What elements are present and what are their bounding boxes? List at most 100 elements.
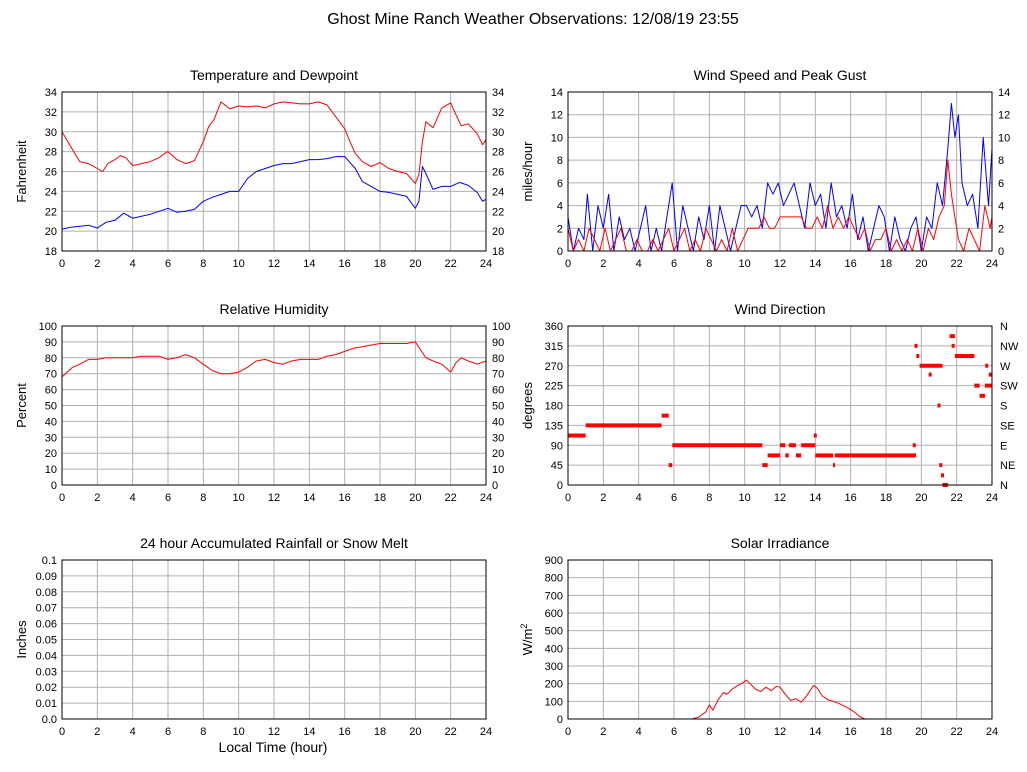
y-tick-label: 180 bbox=[545, 401, 563, 413]
x-tick-label: 14 bbox=[809, 492, 821, 504]
y-tick-label: 34 bbox=[45, 87, 57, 99]
y-tick-label: 0.02 bbox=[36, 682, 57, 694]
x-tick-label: 2 bbox=[600, 726, 606, 738]
chart-title: Wind Speed and Peak Gust bbox=[694, 67, 867, 83]
y-tick-label: 22 bbox=[45, 206, 57, 218]
y-tick-label: 0.05 bbox=[36, 635, 57, 647]
x-tick-label: 0 bbox=[59, 258, 65, 270]
right-y-tick-label: 32 bbox=[492, 107, 504, 119]
series-line-wind-speed bbox=[567, 159, 993, 252]
direction-segment bbox=[984, 383, 992, 388]
plot-frame bbox=[61, 559, 487, 720]
direction-point bbox=[914, 343, 918, 348]
y-tick-label: 4 bbox=[557, 201, 563, 213]
x-tick-label: 12 bbox=[268, 258, 280, 270]
x-tick-label: 12 bbox=[268, 492, 280, 504]
y-tick-label: 2 bbox=[557, 223, 563, 235]
direction-segment bbox=[568, 433, 586, 438]
chart-title: Relative Humidity bbox=[220, 301, 329, 317]
y-tick-label: 24 bbox=[45, 186, 57, 198]
x-tick-label: 18 bbox=[880, 492, 892, 504]
y-tick-label: 0.0 bbox=[42, 714, 57, 726]
right-y-tick-label: 26 bbox=[492, 167, 504, 179]
x-tick-label: 20 bbox=[915, 258, 927, 270]
x-tick-label: 0 bbox=[59, 492, 65, 504]
x-tick-label: 2 bbox=[94, 726, 100, 738]
x-tick-label: 16 bbox=[339, 258, 351, 270]
direction-point bbox=[941, 473, 945, 478]
right-y-tick-label: 10 bbox=[998, 132, 1010, 144]
y-axis-label: W/m2 bbox=[519, 624, 535, 656]
x-tick-label: 6 bbox=[165, 726, 171, 738]
x-tick-label: 8 bbox=[200, 492, 206, 504]
direction-segment bbox=[949, 334, 955, 339]
right-y-tick-label: 14 bbox=[998, 87, 1010, 99]
right-y-tick-label: 20 bbox=[492, 226, 504, 238]
y-tick-label: 900 bbox=[545, 555, 563, 567]
direction-point bbox=[928, 372, 932, 377]
direction-point bbox=[937, 403, 941, 408]
right-y-tick-label: 60 bbox=[492, 385, 504, 397]
y-tick-label: 0.04 bbox=[36, 650, 57, 662]
compass-label: N bbox=[1000, 321, 1008, 333]
plot-frame bbox=[567, 559, 993, 720]
direction-segment bbox=[919, 363, 943, 368]
y-tick-label: 30 bbox=[45, 127, 57, 139]
direction-segment bbox=[785, 453, 789, 458]
y-tick-label: 90 bbox=[45, 337, 57, 349]
series-line-peak-gust bbox=[567, 102, 993, 252]
right-y-tick-label: 80 bbox=[492, 353, 504, 365]
y-tick-label: 10 bbox=[551, 132, 563, 144]
x-tick-label: 22 bbox=[951, 492, 963, 504]
x-tick-label: 4 bbox=[130, 726, 136, 738]
x-tick-label: 12 bbox=[774, 492, 786, 504]
x-tick-label: 2 bbox=[600, 258, 606, 270]
right-y-tick-label: 2 bbox=[998, 223, 1004, 235]
direction-point bbox=[912, 443, 916, 448]
x-tick-label: 14 bbox=[303, 492, 315, 504]
direction-segment bbox=[834, 453, 917, 458]
right-y-tick-label: 0 bbox=[998, 246, 1004, 258]
y-tick-label: 270 bbox=[545, 361, 563, 373]
y-tick-label: 32 bbox=[45, 107, 57, 119]
x-tick-label: 22 bbox=[445, 492, 457, 504]
right-y-tick-label: 100 bbox=[492, 321, 510, 333]
compass-label: NE bbox=[1000, 460, 1015, 472]
x-tick-label: 10 bbox=[233, 492, 245, 504]
compass-label: SW bbox=[1000, 381, 1018, 393]
y-tick-label: 100 bbox=[545, 696, 563, 708]
y-tick-label: 20 bbox=[45, 226, 57, 238]
x-tick-label: 24 bbox=[480, 726, 492, 738]
right-y-tick-label: 12 bbox=[998, 110, 1010, 122]
y-tick-label: 12 bbox=[551, 110, 563, 122]
page-title: Ghost Mine Ranch Weather Observations: 1… bbox=[327, 11, 739, 28]
direction-point bbox=[939, 463, 943, 468]
y-tick-label: 700 bbox=[545, 590, 563, 602]
right-y-tick-label: 20 bbox=[492, 448, 504, 460]
series-line-relative-humidity bbox=[61, 341, 487, 378]
x-tick-label: 4 bbox=[636, 492, 642, 504]
x-tick-label: 0 bbox=[565, 492, 571, 504]
direction-point bbox=[988, 372, 992, 377]
direction-segment bbox=[979, 393, 985, 398]
y-tick-label: 400 bbox=[545, 643, 563, 655]
x-tick-label: 20 bbox=[409, 726, 421, 738]
x-tick-label: 6 bbox=[671, 258, 677, 270]
x-tick-label: 18 bbox=[880, 258, 892, 270]
direction-segment bbox=[780, 443, 786, 448]
y-tick-label: 500 bbox=[545, 626, 563, 638]
compass-label: E bbox=[1000, 440, 1007, 452]
x-tick-label: 20 bbox=[915, 492, 927, 504]
x-tick-label: 6 bbox=[671, 492, 677, 504]
x-tick-label: 4 bbox=[636, 726, 642, 738]
plot-frame bbox=[61, 325, 487, 486]
y-tick-label: 800 bbox=[545, 573, 563, 585]
x-tick-label: 14 bbox=[303, 258, 315, 270]
compass-label: N bbox=[1000, 480, 1008, 492]
x-tick-label: 4 bbox=[130, 258, 136, 270]
direction-segment bbox=[767, 453, 780, 458]
direction-segment bbox=[795, 453, 802, 458]
